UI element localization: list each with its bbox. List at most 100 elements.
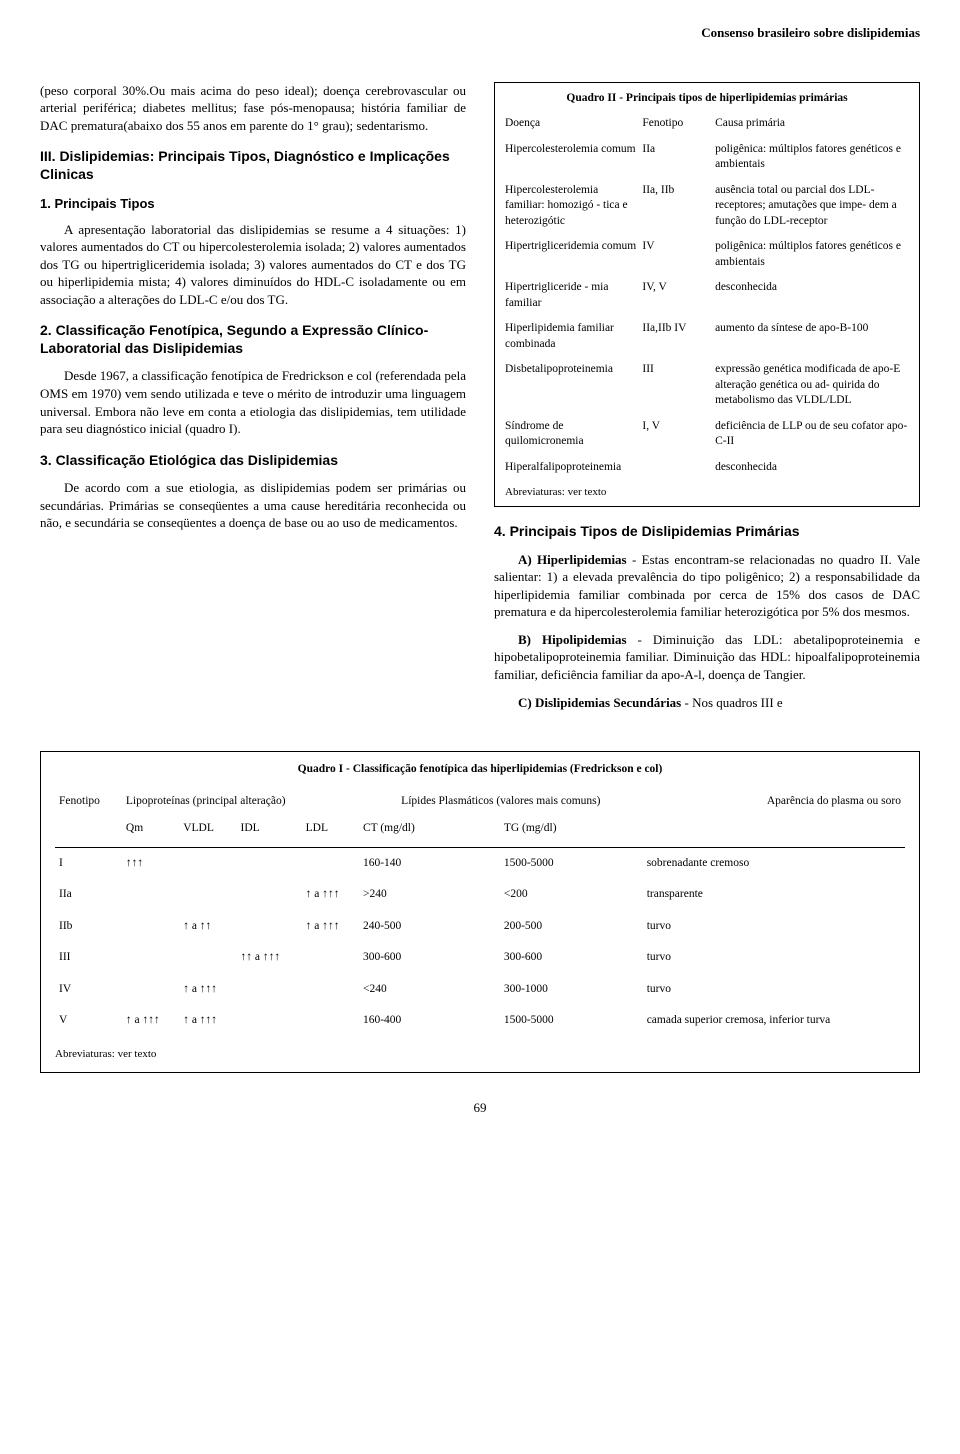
- quadro-i-cell: turvo: [643, 942, 905, 974]
- quadro-ii-cell: aumento da síntese de apo-B-100: [715, 321, 909, 352]
- quadro-ii-cell: poligênica: múltiplos fatores genéticos …: [715, 239, 909, 270]
- quadro-ii-cell: IIa, IIb: [642, 183, 715, 230]
- section-heading-iii: III. Dislipidemias: Principais Tipos, Di…: [40, 148, 466, 183]
- paragraph: (peso corporal 30%.Ou mais acima do peso…: [40, 82, 466, 135]
- running-head: Consenso brasileiro sobre dislipidemias: [40, 24, 920, 42]
- quadro-ii-cell: deficiência de LLP ou de seu cofator apo…: [715, 419, 909, 450]
- quadro-i-cell: [122, 942, 179, 974]
- quadro-i-cell: IV: [55, 974, 122, 1006]
- quadro-i-tbody: I↑↑↑160-1401500-5000sobrenadante cremoso…: [55, 847, 905, 1037]
- quadro-i-cell: ↑ a ↑↑↑: [122, 1005, 179, 1037]
- quadro-i-cell: <200: [500, 879, 643, 911]
- quadro-i-cell: [122, 879, 179, 911]
- paragraph-a: A) Hiperlipidemias - Estas encontram-se …: [494, 551, 920, 621]
- quadro-i-cell: <240: [359, 974, 500, 1006]
- quadro-ii-cell: [642, 460, 715, 476]
- quadro-i-cell: 300-1000: [500, 974, 643, 1006]
- quadro-ii-header-fenotipo: Fenotipo: [642, 116, 715, 132]
- quadro-i-cell: ↑↑↑: [122, 847, 179, 879]
- quadro-i-cell: ↑↑ a ↑↑↑: [237, 942, 302, 974]
- quadro-i-note: Abreviaturas: ver texto: [55, 1047, 905, 1062]
- two-column-layout: (peso corporal 30%.Ou mais acima do peso…: [40, 82, 920, 722]
- quadro-i-table: Fenotipo Lipoproteínas (principal altera…: [55, 792, 905, 1037]
- quadro-i-row: I↑↑↑160-1401500-5000sobrenadante cremoso: [55, 847, 905, 879]
- quadro-ii-row: Hipertrigliceride - mia familiarIV, Vdes…: [505, 280, 909, 311]
- text-c: - Nos quadros III e: [681, 695, 782, 710]
- quadro-ii-row: Hiperalfalipoproteinemiadesconhecida: [505, 460, 909, 476]
- label-a: A) Hiperlipidemias: [518, 552, 627, 567]
- quadro-ii-cell: expressão genética modificada de apo-E a…: [715, 362, 909, 409]
- quadro-i-cell: transparente: [643, 879, 905, 911]
- quadro-i-cell: III: [55, 942, 122, 974]
- quadro-ii-cell: Hiperlipidemia familiar combinada: [505, 321, 642, 352]
- quadro-i-cell: IIa: [55, 879, 122, 911]
- paragraph-c: C) Dislipidemias Secundárias - Nos quadr…: [494, 694, 920, 712]
- right-column: Quadro II - Principais tipos de hiperlip…: [494, 82, 920, 722]
- quadro-ii-body: Hipercolesterolemia comumIIapoligênica: …: [505, 142, 909, 476]
- quadro-ii-cell: poligênica: múltiplos fatores genéticos …: [715, 142, 909, 173]
- quadro-i-cell: 200-500: [500, 911, 643, 943]
- quadro-i-cell: 160-400: [359, 1005, 500, 1037]
- quadro-ii-cell: IV: [642, 239, 715, 270]
- quadro-ii-row: Hipertrigliceridemia comumIVpoligênica: …: [505, 239, 909, 270]
- quadro-i-cell: >240: [359, 879, 500, 911]
- quadro-i-cell: sobrenadante cremoso: [643, 847, 905, 879]
- quadro-i-cell: V: [55, 1005, 122, 1037]
- quadro-ii-cell: ausência total ou parcial dos LDL-recept…: [715, 183, 909, 230]
- quadro-i-title: Quadro I - Classificação fenotípica das …: [55, 762, 905, 778]
- quadro-ii-cell: Hipertrigliceridemia comum: [505, 239, 642, 270]
- quadro-i-row: IIa ↑ a ↑↑↑>240<200transparente: [55, 879, 905, 911]
- quadro-i-cell: IIb: [55, 911, 122, 943]
- quadro-ii-cell: Síndrome de quilomicronemia: [505, 419, 642, 450]
- quadro-i-cell: [122, 974, 179, 1006]
- q1-sub-ldl: LDL: [302, 817, 359, 847]
- quadro-ii-cell: desconhecida: [715, 280, 909, 311]
- quadro-i-cell: ↑ a ↑↑↑: [179, 974, 236, 1006]
- quadro-i-cell: [302, 974, 359, 1006]
- quadro-i-cell: [302, 942, 359, 974]
- q1-group-lip: Lípides Plasmáticos (valores mais comuns…: [359, 792, 643, 818]
- quadro-ii-header-doenca: Doença: [505, 116, 642, 132]
- quadro-i-cell: turvo: [643, 911, 905, 943]
- page-number: 69: [40, 1099, 920, 1117]
- left-column: (peso corporal 30%.Ou mais acima do peso…: [40, 82, 466, 722]
- quadro-i-sub-header-row: Qm VLDL IDL LDL CT (mg/dl) TG (mg/dl): [55, 817, 905, 847]
- q1-sub-idl: IDL: [237, 817, 302, 847]
- quadro-ii-cell: IIa,IIb IV: [642, 321, 715, 352]
- quadro-i-group-header-row: Fenotipo Lipoproteínas (principal altera…: [55, 792, 905, 818]
- subsection-heading-3: 3. Classificação Etiológica das Dislipid…: [40, 452, 466, 470]
- quadro-i-box: Quadro I - Classificação fenotípica das …: [40, 751, 920, 1072]
- quadro-i-cell: 240-500: [359, 911, 500, 943]
- q1-group-fenotipo: Fenotipo: [55, 792, 122, 818]
- quadro-i-cell: 300-600: [500, 942, 643, 974]
- quadro-ii-header-row: Doença Fenotipo Causa primária: [505, 116, 909, 132]
- paragraph: Desde 1967, a classificação fenotípica d…: [40, 367, 466, 437]
- quadro-i-cell: ↑ a ↑↑↑: [302, 911, 359, 943]
- quadro-i-cell: [237, 879, 302, 911]
- quadro-i-cell: ↑ a ↑↑↑: [179, 1005, 236, 1037]
- quadro-ii-cell: IIa: [642, 142, 715, 173]
- q1-sub-tg: TG (mg/dl): [500, 817, 643, 847]
- subsection-heading-4: 4. Principais Tipos de Dislipidemias Pri…: [494, 523, 920, 541]
- quadro-ii-note: Abreviaturas: ver texto: [505, 485, 909, 500]
- q1-sub-qm: Qm: [122, 817, 179, 847]
- quadro-i-cell: 1500-5000: [500, 1005, 643, 1037]
- quadro-ii-row: Hiperlipidemia familiar combinadaIIa,IIb…: [505, 321, 909, 352]
- quadro-ii-row: Síndrome de quilomicronemiaI, Vdeficiênc…: [505, 419, 909, 450]
- quadro-ii-cell: III: [642, 362, 715, 409]
- subsection-heading-2: 2. Classificação Fenotípica, Segundo a E…: [40, 322, 466, 357]
- quadro-i-row: V↑ a ↑↑↑↑ a ↑↑↑160-4001500-5000camada su…: [55, 1005, 905, 1037]
- paragraph: A apresentação laboratorial das dislipid…: [40, 221, 466, 309]
- quadro-i-cell: [179, 942, 236, 974]
- quadro-i-cell: [237, 974, 302, 1006]
- quadro-i-cell: I: [55, 847, 122, 879]
- quadro-ii-cell: Hipertrigliceride - mia familiar: [505, 280, 642, 311]
- quadro-i-cell: ↑ a ↑↑: [179, 911, 236, 943]
- quadro-i-cell: [302, 847, 359, 879]
- quadro-i-cell: [237, 847, 302, 879]
- quadro-ii-cell: Hiperalfalipoproteinemia: [505, 460, 642, 476]
- quadro-ii-header-causa: Causa primária: [715, 116, 909, 132]
- quadro-i-row: IV↑ a ↑↑↑<240300-1000turvo: [55, 974, 905, 1006]
- quadro-i-cell: ↑ a ↑↑↑: [302, 879, 359, 911]
- quadro-i-cell: 1500-5000: [500, 847, 643, 879]
